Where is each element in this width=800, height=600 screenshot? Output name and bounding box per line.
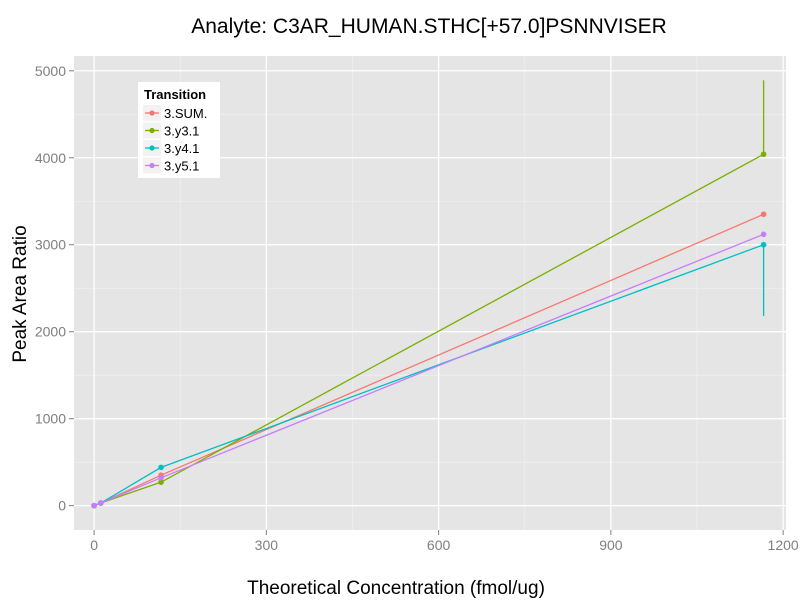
x-tick-label: 1200: [768, 537, 799, 553]
data-point-3-sum: [760, 211, 767, 218]
y-tick-label: 3000: [35, 237, 66, 253]
legend: Transition 3.SUM. 3.y3.1 3.y4.1 3.y5.1: [138, 82, 220, 178]
series-line-3-y5-1: [93, 233, 764, 507]
data-point-3-y5-1: [91, 502, 97, 509]
x-tick-label: 900: [599, 537, 623, 553]
data-point-3-y4-1: [158, 464, 164, 471]
data-point-3-y5-1: [760, 231, 767, 238]
x-tick-label: 300: [255, 537, 279, 553]
y-axis-title: Peak Area Ratio: [10, 225, 31, 362]
y-tick-label: 5000: [35, 63, 66, 79]
chart-title: Analyte: C3AR_HUMAN.STHC[+57.0]PSNNVISER: [191, 15, 667, 38]
x-tick-label: 0: [90, 537, 98, 553]
legend-label-3-y5-1: 3.y5.1: [164, 159, 199, 174]
y-tick-label: 2000: [35, 324, 66, 340]
series-points: [91, 151, 767, 509]
legend-key-point-3-y3-1: [149, 127, 155, 134]
legend-label-3-sum: 3.SUM.: [164, 106, 207, 121]
series-lines: [93, 153, 764, 507]
data-point-3-y3-1: [760, 151, 767, 158]
legend-label-3-y4-1: 3.y4.1: [164, 141, 199, 156]
legend-key-point-3-y4-1: [149, 145, 155, 151]
legend-items: 3.SUM. 3.y3.1 3.y4.1 3.y5.1: [143, 105, 207, 174]
legend-label-3-y3-1: 3.y3.1: [164, 124, 199, 139]
x-axis-title: Theoretical Concentration (fmol/ug): [247, 578, 545, 599]
data-point-3-y4-1: [760, 241, 767, 248]
legend-key-point-3-y5-1: [149, 162, 155, 169]
legend-key-point-3-sum: [149, 110, 155, 116]
legend-title: Transition: [144, 87, 206, 102]
x-tick-label: 600: [427, 537, 451, 553]
data-point-3-y5-1: [158, 475, 164, 481]
y-tick-label: 4000: [35, 150, 66, 166]
y-tick-label: 0: [58, 498, 66, 514]
data-point-3-y3-1: [158, 479, 164, 485]
y-tick-label: 1000: [35, 411, 66, 427]
data-point-3-y5-1: [98, 500, 104, 506]
axis-ticks: 0 300 600 900 1200 0 1000 2000 3000 4000 5000: [35, 63, 799, 553]
